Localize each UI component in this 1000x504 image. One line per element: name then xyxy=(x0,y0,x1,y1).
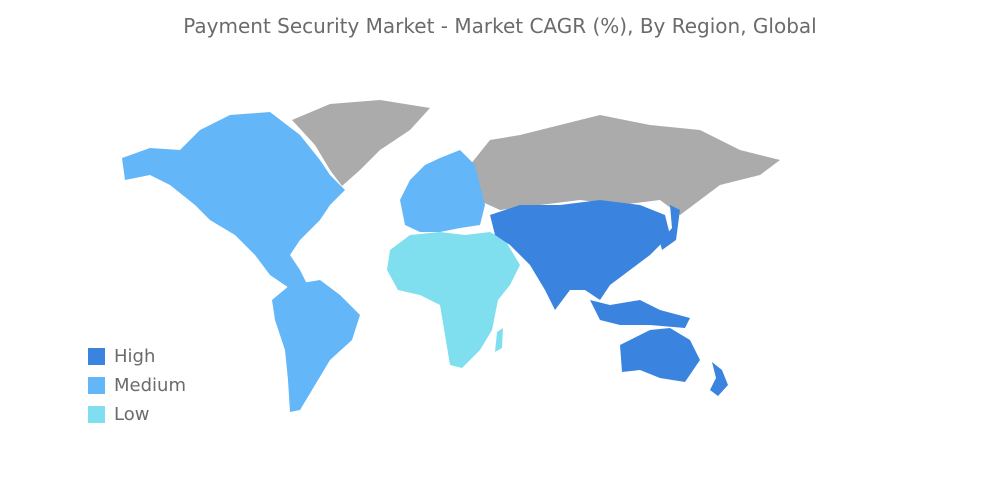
region-madagascar xyxy=(495,328,503,352)
chart-title: Payment Security Market - Market CAGR (%… xyxy=(183,14,817,38)
region-north-america xyxy=(122,112,345,292)
legend-label: High xyxy=(114,346,156,367)
region-asia xyxy=(490,200,670,310)
legend-item-high: High xyxy=(88,342,186,371)
region-middle-east-africa xyxy=(387,232,520,368)
region-russia xyxy=(470,115,780,215)
legend-swatch-low xyxy=(88,406,105,423)
legend-swatch-high xyxy=(88,348,105,365)
legend-item-medium: Medium xyxy=(88,371,186,400)
region-japan xyxy=(660,205,680,250)
legend-label: Low xyxy=(114,404,150,425)
region-south-america xyxy=(272,280,360,412)
legend-item-low: Low xyxy=(88,400,186,429)
legend: High Medium Low xyxy=(88,342,186,429)
legend-label: Medium xyxy=(114,375,186,396)
region-australia xyxy=(620,328,700,382)
region-europe xyxy=(400,150,485,232)
legend-swatch-medium xyxy=(88,377,105,394)
region-new-zealand xyxy=(710,362,728,396)
region-greenland xyxy=(292,100,430,186)
region-southeast-asia-islands xyxy=(590,300,690,328)
